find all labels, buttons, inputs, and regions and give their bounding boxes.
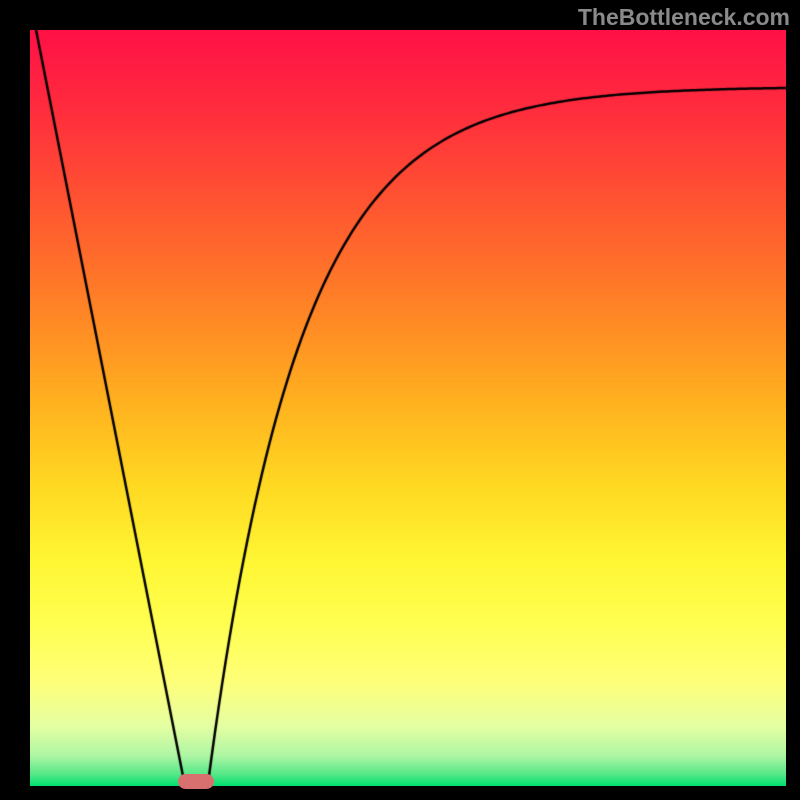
plot-area <box>30 30 786 786</box>
optimal-point-marker <box>178 774 214 789</box>
chart-container: TheBottleneck.com <box>0 0 800 800</box>
bottleneck-curve <box>30 30 786 786</box>
watermark-text: TheBottleneck.com <box>578 4 790 31</box>
